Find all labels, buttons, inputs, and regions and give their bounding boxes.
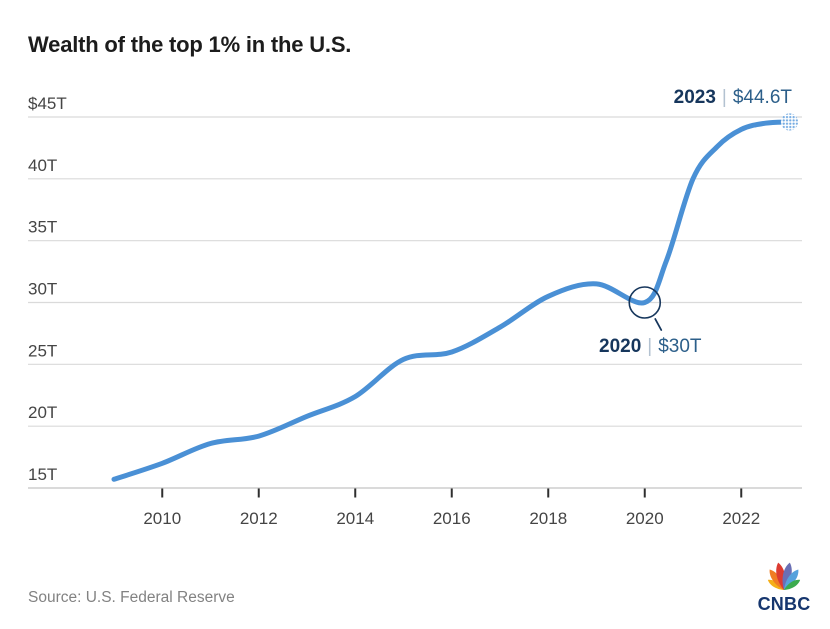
endpoint-marker — [780, 113, 799, 131]
x-tick-label: 2014 — [336, 509, 374, 528]
x-tick-label: 2022 — [722, 509, 760, 528]
peacock-feather — [784, 579, 801, 590]
annotation-value: $44.6T — [732, 87, 792, 108]
annotation-separator: | — [647, 336, 653, 357]
annotation-connector — [654, 318, 663, 331]
source-label: Source: U.S. Federal Reserve — [28, 589, 235, 606]
y-tick-label: 35T — [28, 218, 57, 237]
annotation-year: 2020 — [599, 336, 642, 357]
annotation-2023: 2023 | $44.6T — [674, 87, 792, 108]
chart-area: $45T 40T 35T 30T 25T 20T 15T 2010 2012 2014 2016 20… — [28, 87, 802, 528]
peacock-feather — [784, 569, 799, 590]
y-tick-label: 20T — [28, 403, 57, 422]
y-tick-label: 30T — [28, 280, 57, 299]
x-tick-label: 2020 — [626, 509, 664, 528]
x-tick-label: 2012 — [240, 509, 278, 528]
annotation-year: 2023 — [673, 87, 716, 108]
x-tick-label: 2018 — [529, 509, 567, 528]
annotation-separator: | — [721, 87, 727, 108]
x-tick-label: 2010 — [143, 509, 181, 528]
x-tick-label: 2016 — [433, 509, 471, 528]
dip-circle-annotation — [628, 286, 662, 319]
peacock-icon — [767, 562, 801, 590]
wealth-line-chart: $45T 40T 35T 30T 25T 20T 15T 2010 2012 2014 2016 20… — [28, 94, 802, 528]
annotation-2020: 2020 | $30T — [599, 336, 702, 357]
y-tick-label: $45T — [28, 94, 67, 113]
peacock-feather — [782, 562, 792, 590]
annotation-value: $30T — [658, 336, 702, 357]
series-line — [111, 119, 792, 482]
y-tick-label: 25T — [28, 341, 57, 360]
y-tick-label: 40T — [28, 156, 57, 175]
cnbc-wordmark: CNBC — [757, 594, 811, 614]
page-title: Wealth of the top 1% in the U.S. — [28, 32, 352, 57]
cnbc-logo: CNBC — [748, 556, 820, 615]
y-tick-label: 15T — [28, 465, 57, 484]
